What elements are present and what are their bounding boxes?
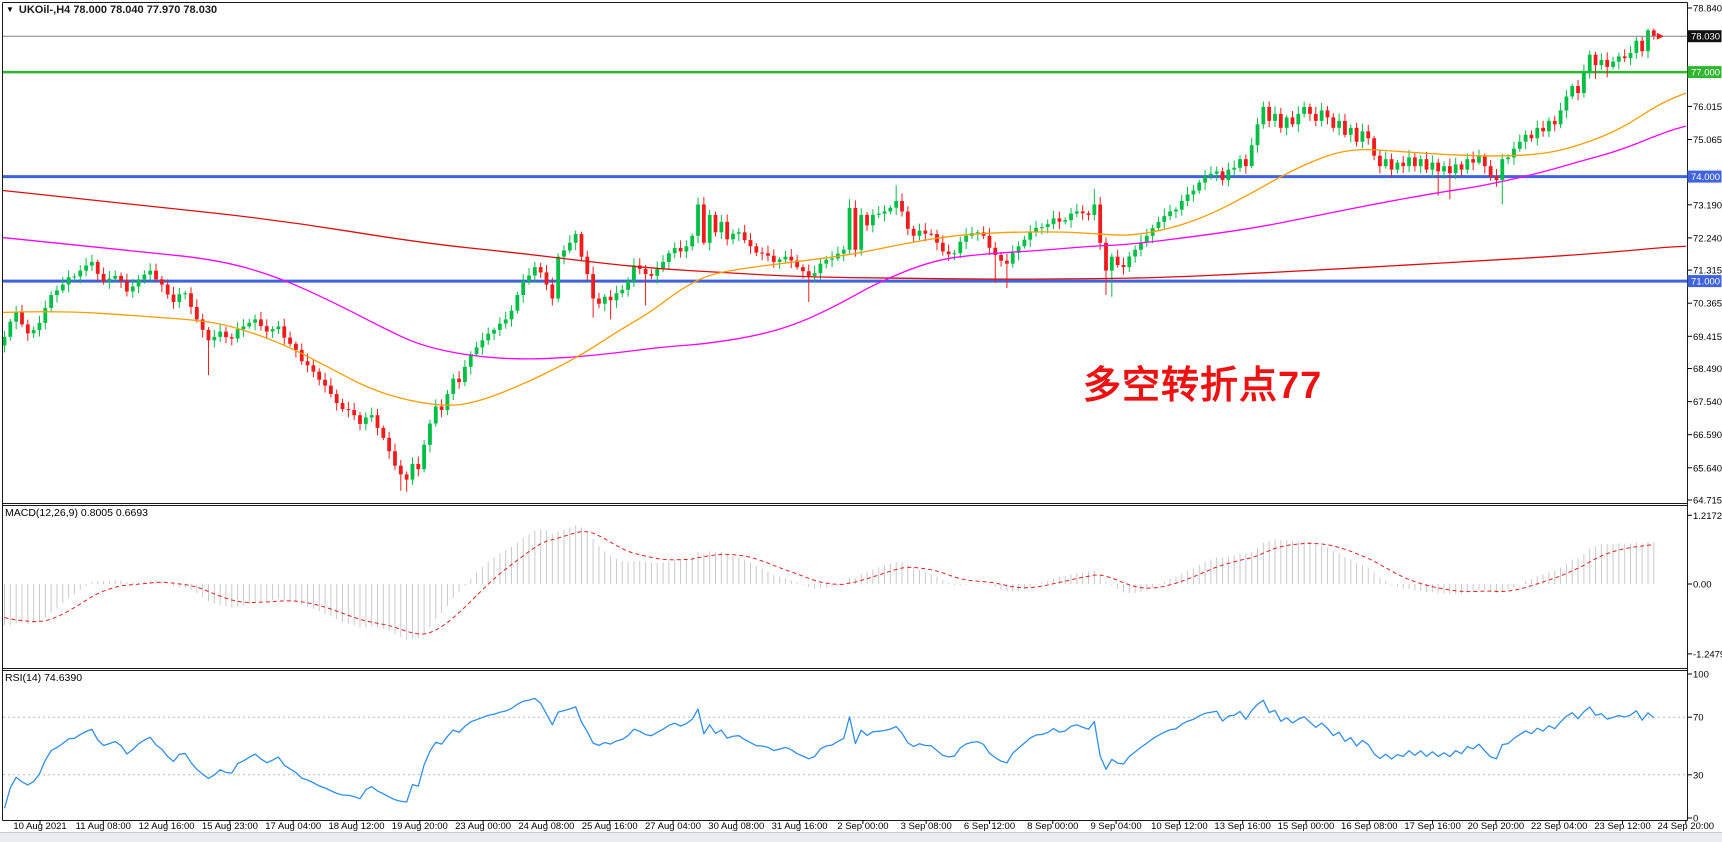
main-price-panel[interactable]: [3, 28, 1687, 492]
time-axis-label: 8 Sep 00:00: [1027, 821, 1078, 832]
price-axis-label: 69.415: [1693, 332, 1722, 343]
rsi-axis-label: 0: [1693, 814, 1698, 825]
price-tag-text: 74.000: [1691, 172, 1720, 183]
time-axis-label: 13 Sep 16:00: [1214, 821, 1271, 832]
time-axis-label: 30 Aug 08:00: [708, 821, 764, 832]
time-axis-label: 20 Sep 20:00: [1468, 821, 1525, 832]
time-axis-label: 17 Aug 04:00: [265, 821, 321, 832]
macd-axis-label: 0.00: [1693, 580, 1712, 591]
time-axis-label: 24 Sep 20:00: [1658, 821, 1715, 832]
price-tag-text: 78.030: [1691, 32, 1720, 43]
symbol-dropdown-icon[interactable]: ▼: [6, 5, 14, 14]
price-tag-74.000: [1687, 170, 1722, 183]
time-axis-label: 23 Aug 00:00: [455, 821, 511, 832]
price-tag-text: 77.000: [1691, 68, 1720, 79]
price-axis-label: 72.240: [1693, 233, 1722, 244]
time-axis-label: 10 Aug 2021: [13, 821, 66, 832]
price-axis-label: 76.015: [1693, 102, 1722, 113]
price-tag-text: 71.000: [1691, 277, 1720, 288]
price-axis-label: 64.715: [1693, 496, 1722, 507]
price-axis-label: 71.315: [1693, 266, 1722, 277]
rsi-line: [3, 697, 1655, 809]
rsi-panel[interactable]: [3, 697, 1687, 809]
status-strip: [0, 833, 1722, 842]
price-axis[interactable]: 78.840 76.015 75.065 73.190 72.240 71.315 70.3…: [1687, 4, 1722, 825]
price-axis-label: 75.065: [1693, 135, 1722, 146]
price-axis-label: 70.365: [1693, 299, 1722, 310]
ma-slow: [3, 189, 1687, 280]
time-axis-label: 31 Aug 16:00: [772, 821, 828, 832]
time-axis-label: 17 Sep 16:00: [1404, 821, 1461, 832]
rsi-axis-label: 70: [1693, 713, 1704, 724]
time-axis-label: 15 Sep 00:00: [1278, 821, 1335, 832]
time-axis-label: 19 Aug 20:00: [392, 821, 448, 832]
last-price-arrow-icon: [1656, 32, 1664, 40]
time-axis-label: 16 Sep 08:00: [1341, 821, 1398, 832]
chart-title: ▼ UKOil-,H4 78.000 78.040 77.970 78.030: [6, 4, 217, 16]
rsi-axis-label: 100: [1693, 670, 1709, 681]
time-axis-label: 2 Sep 00:00: [837, 821, 888, 832]
time-axis-label: 23 Sep 12:00: [1594, 821, 1651, 832]
macd-axis-label: -1.2479: [1693, 649, 1722, 660]
time-axis-label: 22 Sep 04:00: [1531, 821, 1588, 832]
rsi-indicator-label: RSI(14) 74.6390: [5, 672, 83, 684]
price-axis-label: 67.540: [1693, 397, 1722, 408]
price-axis-label: 78.840: [1693, 4, 1722, 15]
rsi-axis-label: 30: [1693, 770, 1704, 781]
time-axis-label: 9 Sep 04:00: [1090, 821, 1141, 832]
price-tag-77.000: [1687, 66, 1722, 79]
time-axis-label: 6 Sep 12:00: [964, 821, 1015, 832]
price-axis-label: 68.490: [1693, 364, 1722, 375]
chart-text-annotation[interactable]: 多空转折点77: [1083, 365, 1323, 407]
time-axis-label: 25 Aug 16:00: [582, 821, 638, 832]
chart-title-text: UKOil-,H4 78.000 78.040 77.970 78.030: [18, 4, 218, 16]
time-axis[interactable]: 10 Aug 2021 11 Aug 08:00 12 Aug 16:00 15 Au…: [13, 820, 1715, 833]
time-axis-label: 11 Aug 08:00: [76, 821, 131, 832]
price-axis-label: 73.190: [1693, 200, 1722, 211]
price-tag-71.000: [1687, 275, 1722, 288]
macd-signal-line: [4, 531, 1654, 635]
ma-fast: [3, 92, 1687, 406]
time-axis-label: 3 Sep 08:00: [901, 821, 952, 832]
price-axis-label: 65.640: [1693, 463, 1722, 474]
price-tag-78.030: [1687, 30, 1722, 43]
macd-indicator-label: MACD(12,26,9) 0.8005 0.6693: [5, 507, 149, 519]
ma-mid: [3, 125, 1687, 360]
time-axis-label: 27 Aug 04:00: [645, 821, 701, 832]
time-axis-label: 10 Sep 12:00: [1151, 821, 1208, 832]
time-axis-label: 24 Aug 08:00: [518, 821, 574, 832]
time-axis-label: 15 Aug 23:00: [202, 821, 258, 832]
macd-panel[interactable]: [4, 525, 1655, 640]
time-axis-label: 18 Aug 12:00: [329, 821, 385, 832]
macd-axis-label: 1.2172: [1693, 511, 1722, 522]
time-axis-label: 12 Aug 16:00: [139, 821, 195, 832]
price-axis-label: 66.590: [1693, 430, 1722, 441]
candlesticks: [3, 28, 1656, 492]
